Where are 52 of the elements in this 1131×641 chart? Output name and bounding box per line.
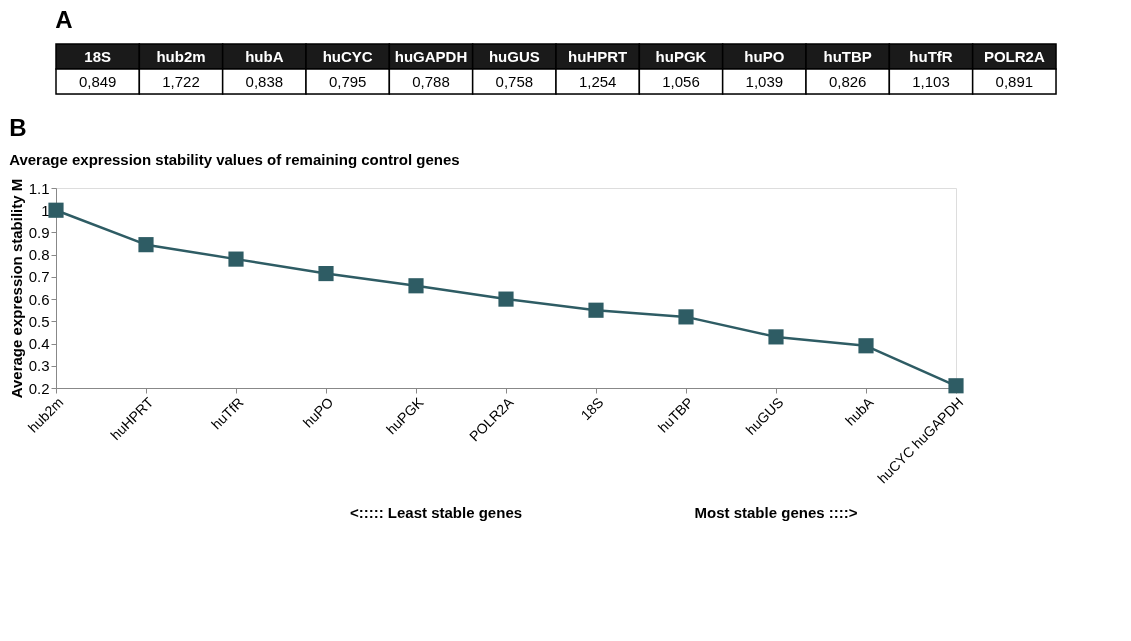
category-label: huCYC: [322, 47, 373, 65]
category-label: 18S: [84, 47, 112, 65]
text: 0,891: [995, 72, 1034, 90]
text: 0,849: [78, 72, 117, 90]
point: [48, 202, 64, 218]
y-tick-label: 0.6: [28, 290, 50, 308]
y-tick-label: 1: [41, 201, 50, 219]
y-tick-label: 0.3: [28, 357, 50, 375]
y-tick-label: 0.8: [28, 246, 50, 264]
point: [318, 265, 334, 282]
text: 0,795: [328, 72, 367, 90]
category-label: huHPRT: [568, 47, 628, 65]
point: [138, 237, 154, 253]
point: [408, 278, 424, 294]
y-tick-label: 0.9: [28, 223, 50, 241]
y-tick-label: 0.4: [28, 335, 50, 353]
point: [678, 309, 694, 325]
category-label: POLR2A: [983, 47, 1045, 65]
text: 0,758: [495, 72, 534, 90]
text: 1,254: [578, 72, 617, 90]
text: Most stable genes ::::>: [694, 504, 858, 521]
category-label: huPGK: [655, 47, 707, 65]
category-label: huTfR: [909, 47, 953, 65]
text: 1,039: [745, 72, 784, 90]
category-label: hubA: [245, 47, 284, 65]
text: A: [55, 6, 73, 34]
chart-subtitle: Average expression stability values of remaining control genes: [9, 151, 460, 169]
point: [768, 329, 784, 345]
x-tick-label: 18S: [577, 394, 607, 424]
text: 0,788: [412, 72, 450, 90]
text: 1,722: [162, 72, 200, 90]
chart-title: B: [9, 114, 27, 142]
category-label: huPO: [744, 47, 785, 65]
y-tick-label: 0.5: [28, 312, 50, 330]
category-label: huGUS: [488, 47, 540, 65]
point: [948, 378, 964, 394]
y-tick-label: 0.7: [28, 268, 50, 286]
text: 0,838: [245, 72, 284, 90]
text: 0,826: [828, 72, 867, 90]
text: 1,103: [912, 72, 950, 90]
y-axis-title: Average expression stability M: [7, 178, 25, 399]
point: [228, 251, 244, 267]
point: [588, 302, 604, 318]
category-label: huTBP: [823, 47, 872, 65]
point: [858, 338, 874, 354]
y-tick-label: 1.1: [28, 179, 50, 197]
category-label: hub2m: [156, 47, 206, 65]
text: 1,056: [662, 72, 700, 90]
y-tick-label: 0.2: [28, 379, 50, 397]
point: [498, 291, 514, 307]
category-label: huGAPDH: [394, 47, 468, 65]
text: <::::: Least stable genes: [349, 504, 523, 521]
